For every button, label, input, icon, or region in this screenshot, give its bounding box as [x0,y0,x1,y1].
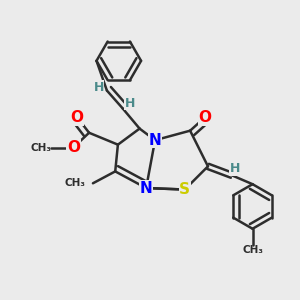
Text: O: O [199,110,212,125]
Text: S: S [179,182,190,197]
Text: H: H [230,162,241,175]
Text: CH₃: CH₃ [64,178,86,188]
Text: N: N [140,181,152,196]
Text: O: O [71,110,84,125]
Text: H: H [93,81,104,94]
Text: CH₃: CH₃ [30,142,51,153]
Text: CH₃: CH₃ [242,245,263,255]
Text: N: N [149,133,161,148]
Text: O: O [67,140,80,155]
Text: H: H [125,97,135,110]
